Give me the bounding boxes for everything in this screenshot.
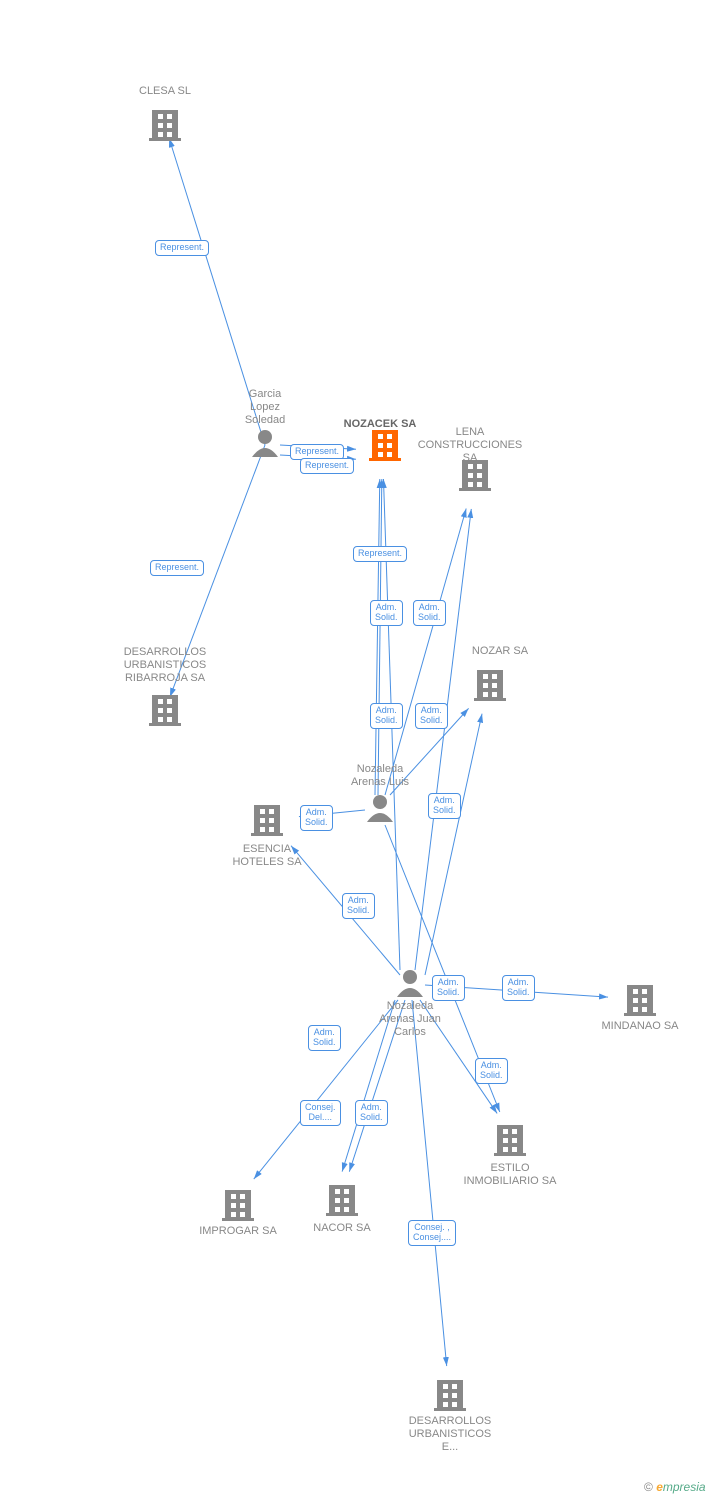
edge-label: Consej.Del.... (300, 1100, 341, 1126)
building-icon (369, 430, 401, 461)
person-icon (367, 795, 393, 822)
copyright-symbol: © (644, 1480, 653, 1494)
building-icon (474, 670, 506, 701)
node-label: NozaledaArenas Luis (320, 763, 440, 789)
node-label: NACOR SA (282, 1222, 402, 1235)
edge-label: Adm.Solid. (342, 893, 375, 919)
edge-label: Represent. (150, 560, 204, 576)
node-label: DESARROLLOSURBANISTICOSRIBARROJA SA (105, 646, 225, 686)
edge-label: Adm.Solid. (308, 1025, 341, 1051)
person-icon (252, 430, 278, 457)
node-label: LENACONSTRUCCIONES SA (410, 426, 530, 466)
edge-label: Adm.Solid. (432, 975, 465, 1001)
brand-rest: mpresia (663, 1480, 706, 1494)
node-label: IMPROGAR SA (178, 1225, 298, 1238)
edge-label: Represent. (353, 546, 407, 562)
building-icon (149, 110, 181, 141)
edge (425, 714, 482, 975)
edge-label: Adm.Solid. (475, 1058, 508, 1084)
edge-label: Adm.Solid. (413, 600, 446, 626)
edge-label: Adm.Solid. (370, 600, 403, 626)
copyright: © empresia (644, 1480, 706, 1494)
edge-label: Adm.Solid. (300, 805, 333, 831)
edge (415, 509, 471, 970)
node-label: CLESA SL (105, 85, 225, 98)
edge-label: Represent. (155, 240, 209, 256)
node-label: GarciaLopezSoledad (205, 388, 325, 428)
edge-label: Adm.Solid. (355, 1100, 388, 1126)
node-label: DESARROLLOSURBANISTICOSE... (390, 1415, 510, 1455)
node-label: ESENCIAHOTELES SA (207, 843, 327, 869)
edge-label: Adm.Solid. (502, 975, 535, 1001)
edge-label: Adm.Solid. (370, 703, 403, 729)
brand-first-letter: e (656, 1480, 663, 1494)
node-label: MINDANAO SA (580, 1020, 700, 1033)
node-label: ESTILOINMOBILIARIO SA (450, 1162, 570, 1188)
edge (412, 1000, 447, 1366)
building-icon (251, 805, 283, 836)
building-icon (624, 985, 656, 1016)
building-icon (149, 695, 181, 726)
edge-label: Adm.Solid. (428, 793, 461, 819)
building-icon (434, 1380, 466, 1411)
node-label: NozaledaArenas JuanCarlos (350, 1000, 470, 1040)
building-icon (494, 1125, 526, 1156)
node-label: NOZAR SA (440, 645, 560, 658)
edge-label: Represent. (300, 458, 354, 474)
edge-label: Consej. ,Consej.... (408, 1220, 456, 1246)
building-icon (326, 1185, 358, 1216)
network-graph (0, 0, 728, 1500)
edge-label: Adm.Solid. (415, 703, 448, 729)
person-icon (397, 970, 423, 997)
building-icon (222, 1190, 254, 1221)
